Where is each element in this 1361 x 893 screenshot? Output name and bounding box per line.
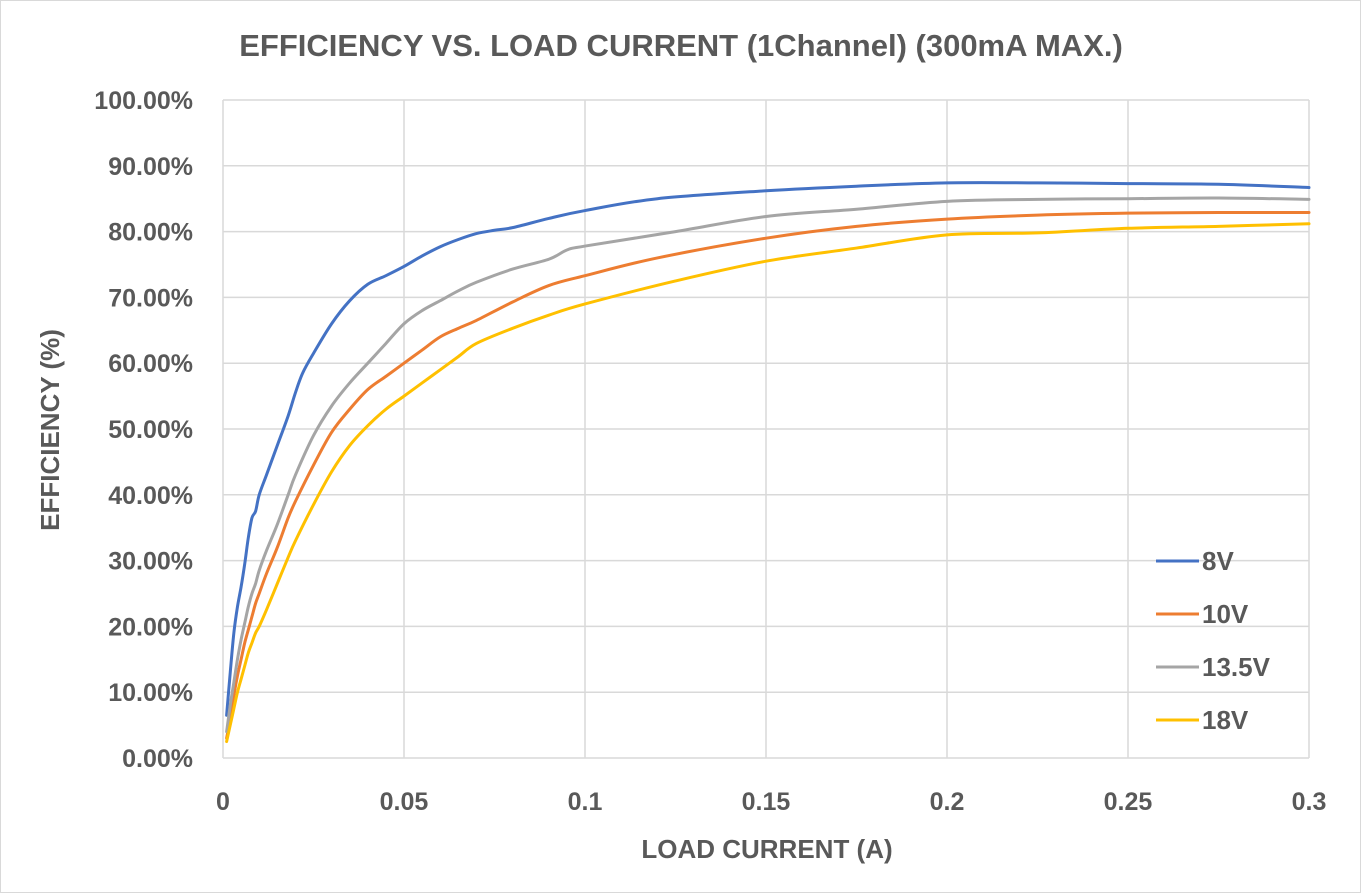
y-tick-label: 50.00% [108, 416, 193, 444]
x-tick-label: 0 [216, 788, 230, 816]
legend-label-8v: 8V [1202, 546, 1234, 576]
grid-layer [222, 99, 1310, 759]
y-tick-label: 80.00% [108, 219, 193, 247]
x-axis-label: LOAD CURRENT (A) [641, 834, 892, 864]
x-tick-label: 0.05 [380, 788, 429, 816]
x-tick-label: 0.15 [742, 788, 791, 816]
chart-title: EFFICIENCY VS. LOAD CURRENT (1Channel) (… [239, 28, 1123, 63]
series-line-8v [225, 181, 1311, 717]
y-tick-label: 60.00% [108, 350, 193, 378]
series-line-13-5v [225, 196, 1311, 734]
x-tick-label: 0.2 [930, 788, 965, 816]
x-tick-label: 0.3 [1292, 788, 1327, 816]
legend-label-10v: 10V [1202, 599, 1249, 629]
y-axis-ticks: 0.00% 10.00% 20.00% 30.00% 40.00% 50.00% 60.00… [94, 87, 193, 773]
series-layer [225, 181, 1311, 744]
legend: 8V 10V 13.5V 18V [1156, 546, 1271, 735]
y-tick-label: 100.00% [94, 87, 193, 115]
x-tick-label: 0.1 [568, 788, 603, 816]
y-tick-label: 70.00% [108, 284, 193, 312]
x-tick-label: 0.25 [1104, 788, 1153, 816]
series-line-18v [225, 222, 1311, 744]
series-line-10v [225, 210, 1311, 740]
y-tick-label: 90.00% [108, 153, 193, 181]
y-tick-label: 40.00% [108, 482, 193, 510]
y-axis-label: EFFICIENCY (%) [35, 329, 65, 531]
y-tick-label: 30.00% [108, 548, 193, 576]
x-axis-ticks: 0 0.05 0.1 0.15 0.2 0.25 0.3 [216, 788, 1326, 816]
y-tick-label: 20.00% [108, 613, 193, 641]
y-tick-label: 10.00% [108, 679, 193, 707]
legend-label-13-5v: 13.5V [1202, 652, 1271, 682]
legend-label-18v: 18V [1202, 705, 1249, 735]
y-tick-label: 0.00% [122, 745, 193, 773]
